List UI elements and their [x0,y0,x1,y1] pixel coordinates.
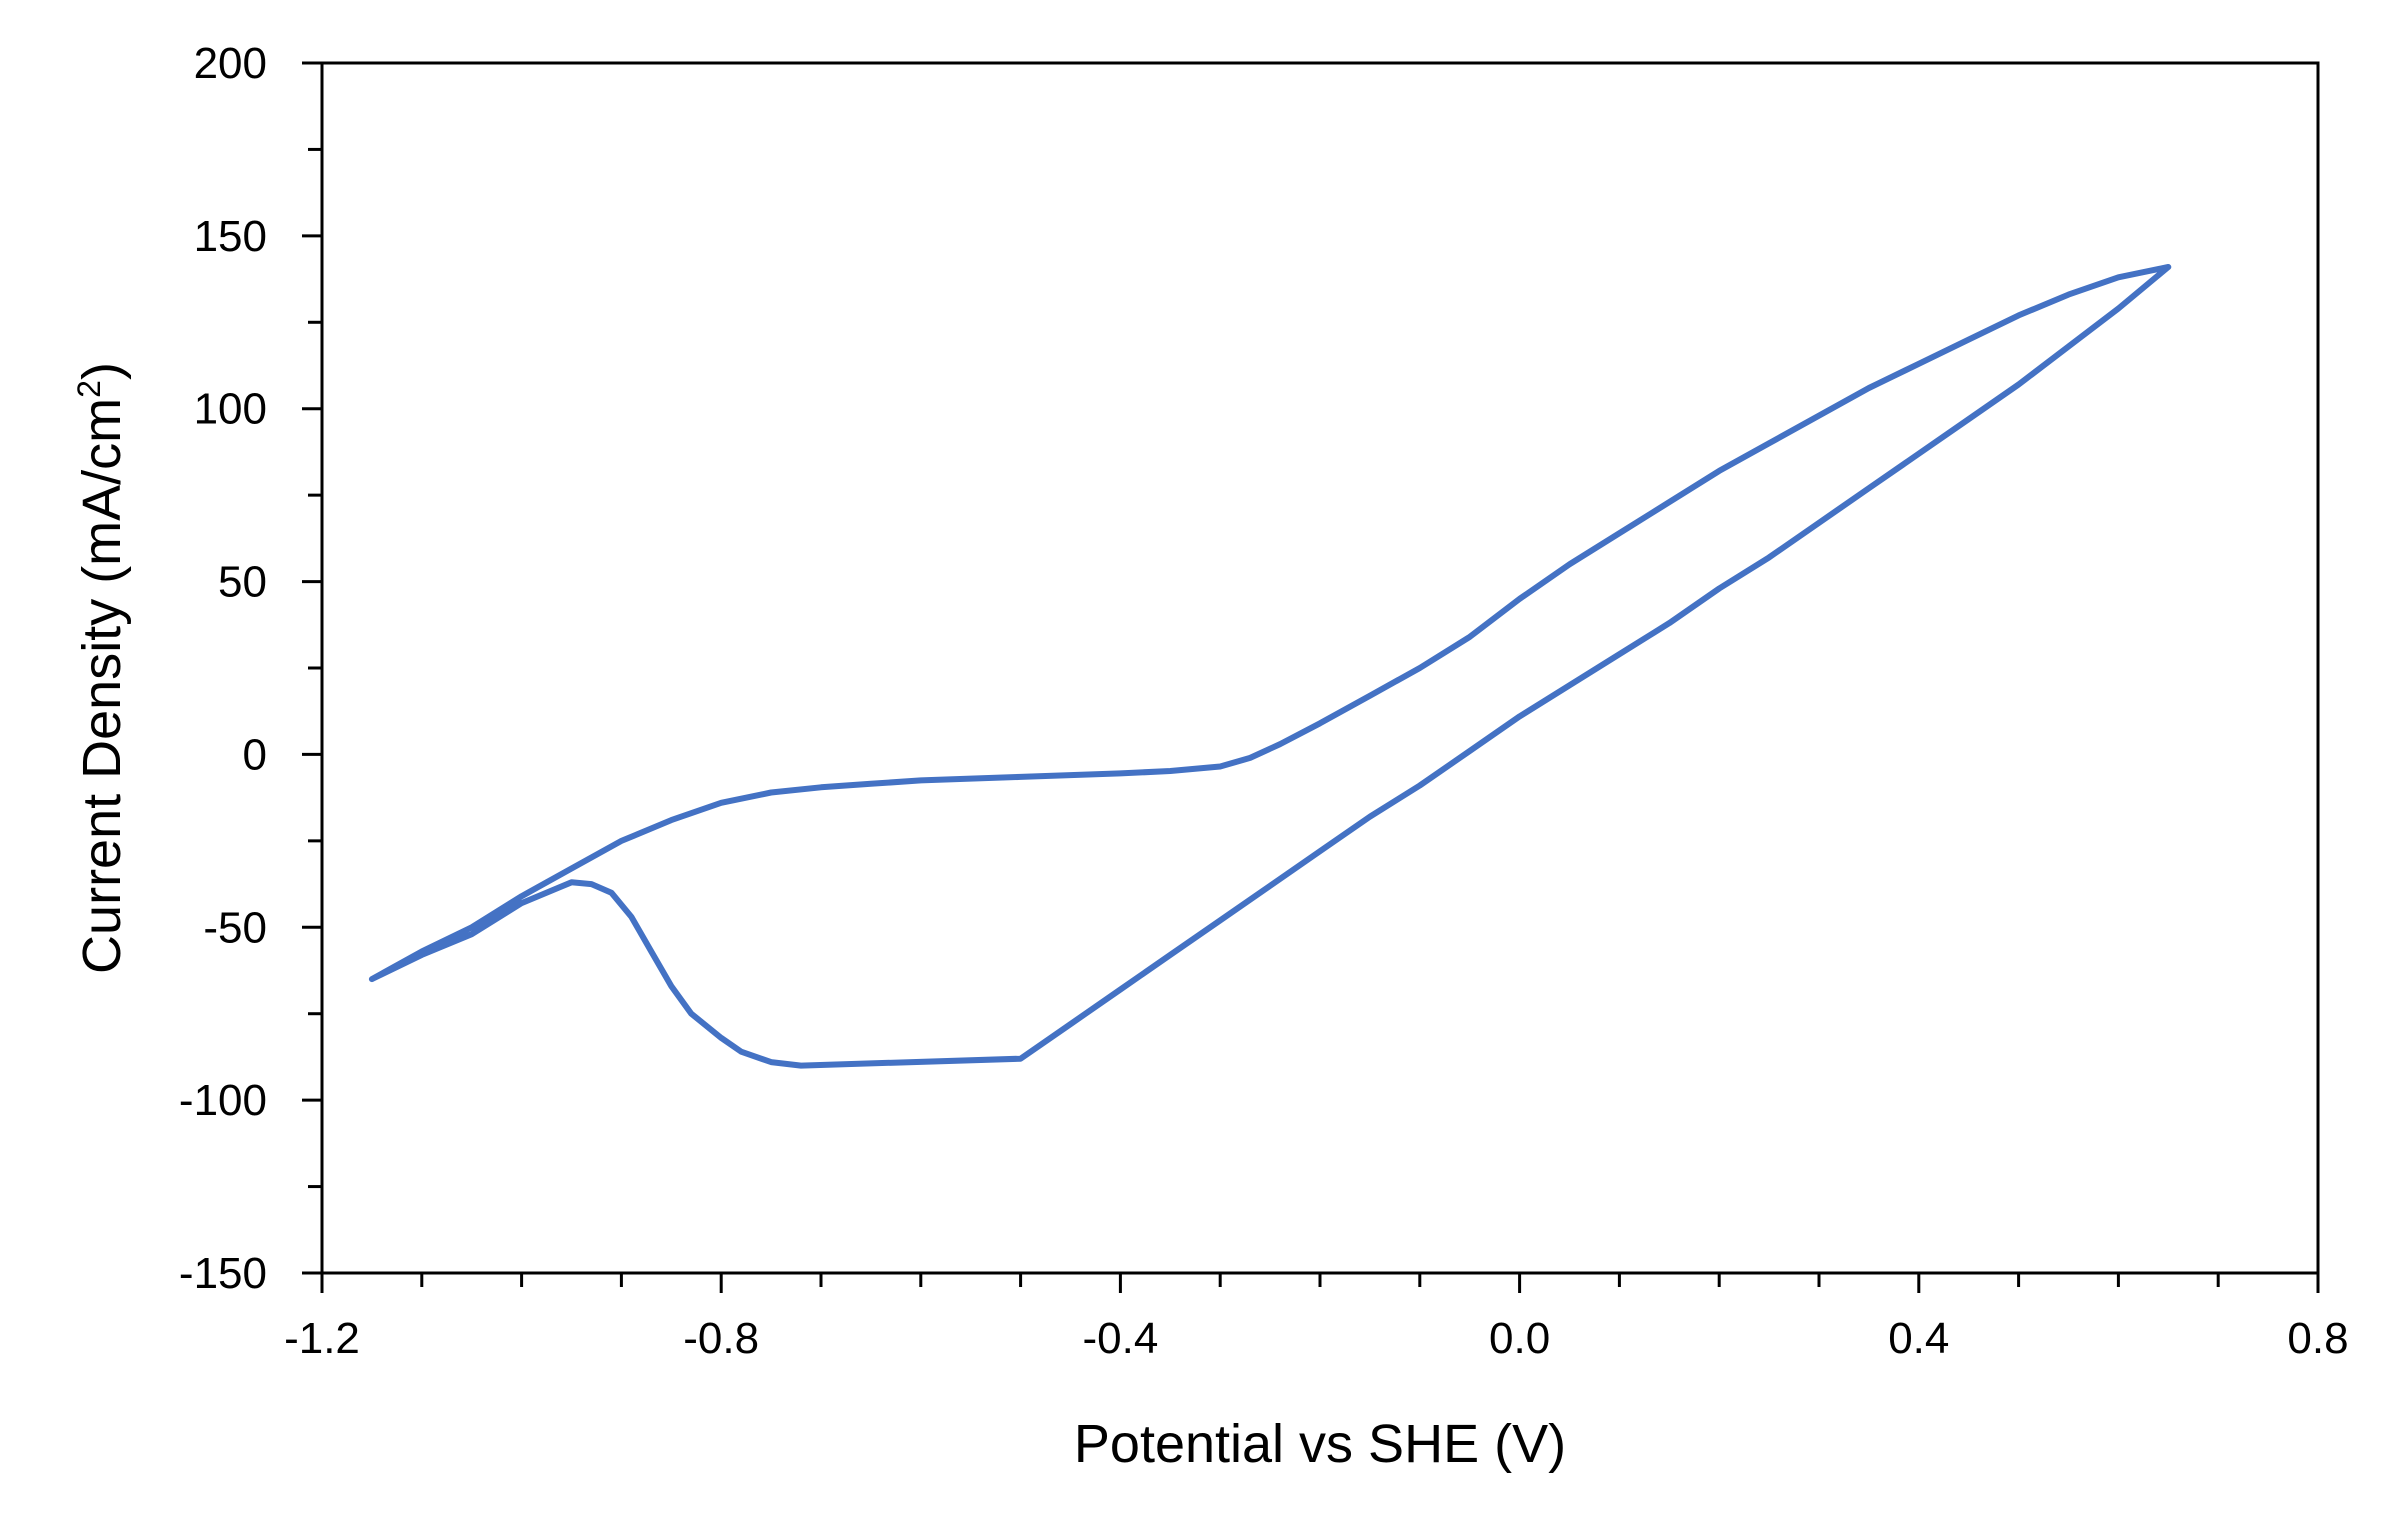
y-tick-label: -50 [203,903,267,952]
x-tick-label: 0.4 [1888,1314,1949,1363]
plot-frame [320,61,2320,1275]
x-axis-title: Potential vs SHE (V) [1074,1414,1566,1474]
y-tick-label: 0 [243,730,267,779]
y-tick-label: 150 [194,212,267,261]
x-tick-label: -1.2 [284,1314,360,1363]
y-axis-title-superscript: 2 [71,380,107,398]
y-tick-label: 50 [218,558,267,607]
x-tick-label: -0.8 [683,1314,759,1363]
y-tick-label: 200 [194,39,267,88]
x-tick-label: -0.4 [1082,1314,1158,1363]
y-tick-label: -100 [179,1076,267,1125]
axis-tick-labels: -1.2 -0.8 -0.4 0.0 0.4 0.8 -150 -100 -50 0 50 100 15… [179,39,2349,1363]
series-line [368,264,2172,1069]
x-tick-label: 0.0 [1489,1314,1550,1363]
y-axis-title-text: Current Density (mA/cm [72,398,132,974]
y-tick-label: 100 [194,385,267,434]
y-axis-title: Current Density (mA/cm2) [71,362,132,974]
x-tick-label: 0.8 [2287,1314,2348,1363]
y-tick-label: -150 [179,1249,267,1298]
axis-ticks [302,61,2320,1293]
y-axis-title-close: ) [72,362,132,380]
